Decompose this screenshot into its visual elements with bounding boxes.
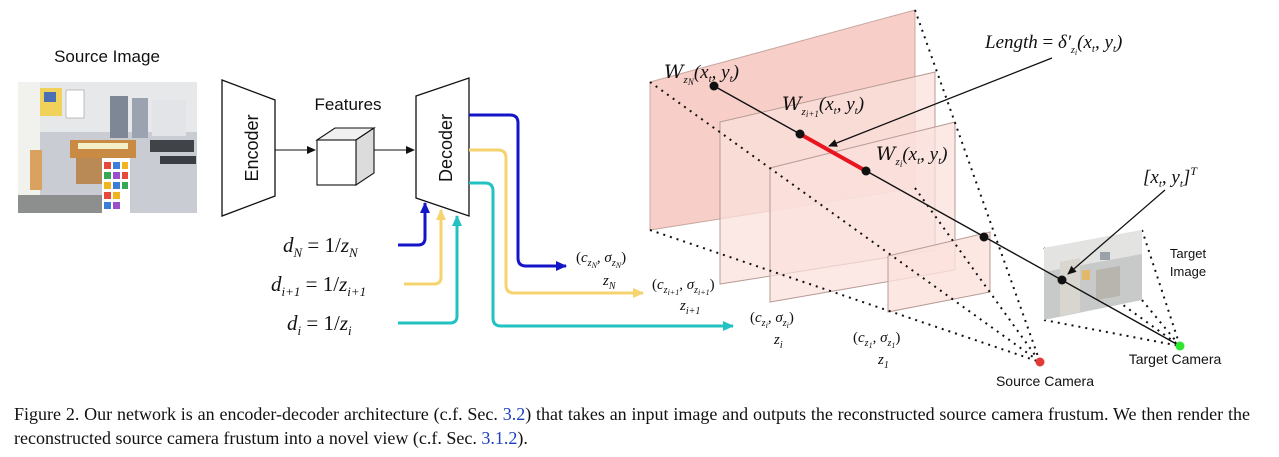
caption-ref-2[interactable]: 3.1.2 bbox=[481, 428, 518, 448]
svg-text:Wzi+1(xt, yt): Wzi+1(xt, yt) bbox=[782, 93, 864, 119]
camera-ray bbox=[713, 85, 1181, 347]
target-camera-label: Target Camera bbox=[1129, 351, 1222, 367]
features-label: Features bbox=[314, 95, 381, 114]
svg-text:Length = δ′zi(xt, yt): Length = δ′zi(xt, yt) bbox=[984, 32, 1122, 57]
length-segment bbox=[799, 132, 867, 173]
svg-text:zi: zi bbox=[773, 332, 783, 351]
svg-text:z1: z1 bbox=[877, 352, 889, 371]
target-image bbox=[1044, 230, 1142, 320]
svg-text:dN = 1/zN: dN = 1/zN bbox=[283, 233, 359, 260]
caption-text-1: Figure 2. Our network is an encoder-deco… bbox=[14, 404, 503, 424]
source-camera-label: Source Camera bbox=[996, 373, 1094, 389]
feature-cube bbox=[315, 126, 376, 187]
depth-arrow-dN bbox=[398, 202, 430, 247]
caption-ref-1[interactable]: 3.2 bbox=[502, 404, 526, 424]
svg-text:zN: zN bbox=[602, 273, 617, 292]
source-image bbox=[18, 82, 197, 213]
output-arrow-i1 bbox=[469, 148, 644, 298]
target-camera-dot bbox=[1175, 341, 1185, 351]
ray-point-zi bbox=[861, 166, 871, 176]
plane-label-i: (czi, σzi) zi bbox=[750, 310, 794, 351]
output-arrow-N bbox=[469, 113, 567, 271]
point-label: [xt, yt]T bbox=[1143, 164, 1198, 190]
plane-z1 bbox=[887, 231, 991, 313]
target-frustum-edges bbox=[1043, 229, 1181, 347]
ray-point-zi1 bbox=[795, 129, 805, 139]
svg-text:zi+1: zi+1 bbox=[679, 298, 700, 317]
source-image-label: Source Image bbox=[54, 47, 160, 66]
depth-label-di: di = 1/zi bbox=[287, 311, 352, 338]
decoder-label: Decoder bbox=[436, 114, 456, 182]
svg-text:(czi, σzi): (czi, σzi) bbox=[750, 310, 794, 330]
output-arrow-i bbox=[469, 181, 734, 331]
decoder-block bbox=[415, 77, 470, 217]
weight-label-zi: Wzi(xt, yt) bbox=[876, 143, 947, 169]
target-image-label-line1: Target bbox=[1170, 246, 1207, 261]
depth-arrow-di1 bbox=[404, 209, 446, 286]
figure-diagram: Source Image Encoder Features bbox=[18, 9, 1222, 389]
svg-text:di+1 = 1/zi+1: di+1 = 1/zi+1 bbox=[271, 272, 366, 299]
source-frustum-edges bbox=[649, 9, 1041, 363]
length-pointer-arrow bbox=[828, 57, 1053, 147]
depth-label-dN: dN = 1/zN bbox=[283, 233, 359, 260]
target-image-label-line2: Image bbox=[1170, 264, 1206, 279]
plane-label-i1: (czi+1, σzi+1) zi+1 bbox=[652, 277, 715, 317]
encoder-label: Encoder bbox=[242, 114, 262, 181]
ray-point-zN bbox=[709, 81, 719, 91]
plane-label-1: (cz1, σz1) z1 bbox=[853, 330, 900, 371]
caption-text-2: ) that takes an input image and outputs … bbox=[14, 404, 1250, 448]
plane-label-N: (czN, σzN) zN bbox=[576, 250, 626, 292]
svg-text:(czi+1, σzi+1): (czi+1, σzi+1) bbox=[652, 277, 715, 297]
svg-text:(czN, σzN): (czN, σzN) bbox=[576, 250, 626, 270]
encoder-block bbox=[221, 79, 276, 217]
svg-text:(cz1, σz1): (cz1, σz1) bbox=[853, 330, 900, 350]
point-pointer-arrow bbox=[1067, 189, 1166, 275]
figure-caption: Figure 2. Our network is an encoder-deco… bbox=[14, 402, 1250, 450]
length-label: Length = δ′zi(xt, yt) bbox=[984, 32, 1122, 57]
depth-arrow-di bbox=[398, 215, 462, 325]
svg-text:[xt, yt]T: [xt, yt]T bbox=[1143, 164, 1198, 190]
ray-point-target bbox=[1057, 275, 1067, 285]
depth-label-di1: di+1 = 1/zi+1 bbox=[271, 272, 366, 299]
svg-text:Wzi(xt, yt): Wzi(xt, yt) bbox=[876, 143, 947, 169]
ray-point-z1 bbox=[979, 232, 989, 242]
weight-label-zN: WzN(xt, yt) bbox=[664, 61, 739, 87]
weight-label-zi1: Wzi+1(xt, yt) bbox=[782, 93, 864, 119]
svg-text:di = 1/zi: di = 1/zi bbox=[287, 311, 352, 338]
source-camera-dot bbox=[1035, 357, 1045, 367]
caption-text-3: ). bbox=[517, 428, 528, 448]
svg-text:WzN(xt, yt): WzN(xt, yt) bbox=[664, 61, 739, 87]
